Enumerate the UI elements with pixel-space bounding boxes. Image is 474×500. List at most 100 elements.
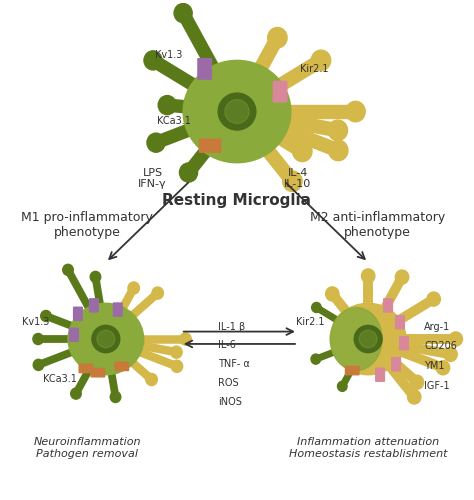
- Ellipse shape: [312, 302, 321, 312]
- FancyBboxPatch shape: [380, 368, 385, 382]
- Ellipse shape: [330, 304, 406, 374]
- Ellipse shape: [283, 171, 302, 192]
- Ellipse shape: [408, 390, 421, 404]
- Ellipse shape: [449, 332, 463, 346]
- Ellipse shape: [218, 93, 256, 130]
- FancyBboxPatch shape: [391, 357, 397, 372]
- Text: KCa3.1: KCa3.1: [157, 116, 191, 126]
- Ellipse shape: [90, 272, 100, 282]
- Ellipse shape: [311, 50, 331, 70]
- FancyBboxPatch shape: [121, 362, 129, 371]
- FancyBboxPatch shape: [197, 58, 205, 80]
- FancyBboxPatch shape: [383, 298, 389, 312]
- Ellipse shape: [41, 310, 51, 322]
- Ellipse shape: [97, 330, 115, 348]
- Text: IL-1 β: IL-1 β: [218, 322, 246, 332]
- FancyBboxPatch shape: [73, 306, 79, 321]
- Text: ROS: ROS: [218, 378, 239, 388]
- Ellipse shape: [354, 326, 382, 352]
- Ellipse shape: [147, 133, 165, 152]
- FancyBboxPatch shape: [273, 80, 281, 102]
- Ellipse shape: [328, 120, 347, 141]
- Ellipse shape: [144, 51, 162, 70]
- Ellipse shape: [33, 334, 44, 344]
- Ellipse shape: [362, 269, 375, 283]
- Ellipse shape: [180, 163, 198, 182]
- Text: Arg-1: Arg-1: [424, 322, 451, 332]
- FancyBboxPatch shape: [210, 138, 221, 153]
- Text: Inflammation attenuation
Homeostasis restablishment: Inflammation attenuation Homeostasis res…: [289, 437, 447, 458]
- FancyBboxPatch shape: [400, 315, 405, 330]
- FancyBboxPatch shape: [388, 298, 393, 312]
- FancyBboxPatch shape: [395, 357, 401, 372]
- Text: IL-6: IL-6: [218, 340, 236, 350]
- FancyBboxPatch shape: [395, 315, 401, 330]
- FancyBboxPatch shape: [77, 306, 83, 321]
- FancyBboxPatch shape: [98, 368, 105, 378]
- Ellipse shape: [158, 96, 176, 114]
- FancyBboxPatch shape: [114, 362, 122, 371]
- Ellipse shape: [346, 102, 365, 122]
- FancyBboxPatch shape: [93, 298, 99, 312]
- FancyBboxPatch shape: [280, 80, 288, 102]
- Text: IL-4
IL-10: IL-4 IL-10: [284, 168, 311, 189]
- Ellipse shape: [330, 308, 382, 370]
- Ellipse shape: [444, 348, 457, 362]
- FancyBboxPatch shape: [199, 138, 210, 153]
- FancyBboxPatch shape: [89, 298, 94, 312]
- Ellipse shape: [171, 360, 182, 372]
- FancyBboxPatch shape: [91, 368, 98, 378]
- FancyBboxPatch shape: [375, 368, 381, 382]
- Text: LPS
IFN-γ: LPS IFN-γ: [138, 168, 167, 189]
- FancyBboxPatch shape: [117, 302, 123, 317]
- Ellipse shape: [311, 354, 320, 364]
- FancyBboxPatch shape: [79, 364, 86, 374]
- FancyBboxPatch shape: [113, 302, 118, 317]
- Ellipse shape: [68, 304, 144, 374]
- Text: Resting Microglia: Resting Microglia: [163, 193, 311, 208]
- Ellipse shape: [183, 60, 291, 162]
- Text: KCa3.1: KCa3.1: [43, 374, 76, 384]
- Text: TNF- α: TNF- α: [218, 359, 250, 369]
- Text: IGF-1: IGF-1: [424, 381, 450, 391]
- Ellipse shape: [174, 4, 192, 22]
- Ellipse shape: [326, 287, 339, 301]
- Ellipse shape: [33, 360, 44, 370]
- Ellipse shape: [180, 333, 191, 345]
- Ellipse shape: [225, 100, 249, 124]
- Text: M2 anti-inflammatory
phenotype: M2 anti-inflammatory phenotype: [310, 212, 445, 240]
- FancyBboxPatch shape: [204, 58, 212, 80]
- Ellipse shape: [152, 287, 164, 299]
- Ellipse shape: [292, 141, 312, 162]
- Text: Kir2.1: Kir2.1: [296, 316, 324, 326]
- Ellipse shape: [410, 375, 424, 390]
- FancyBboxPatch shape: [352, 366, 360, 376]
- Ellipse shape: [337, 382, 347, 392]
- FancyBboxPatch shape: [345, 366, 353, 376]
- Ellipse shape: [63, 264, 73, 276]
- Ellipse shape: [395, 270, 409, 284]
- Ellipse shape: [92, 326, 120, 352]
- FancyBboxPatch shape: [86, 364, 93, 374]
- Ellipse shape: [110, 392, 121, 402]
- Ellipse shape: [436, 360, 450, 375]
- FancyBboxPatch shape: [403, 336, 409, 350]
- Ellipse shape: [328, 140, 348, 160]
- Text: Kv1.3: Kv1.3: [155, 50, 183, 59]
- Ellipse shape: [427, 292, 440, 306]
- Text: M1 pro-inflammatory
phenotype: M1 pro-inflammatory phenotype: [21, 212, 153, 240]
- FancyBboxPatch shape: [399, 336, 405, 350]
- Text: CD206: CD206: [424, 342, 457, 351]
- Ellipse shape: [268, 28, 287, 48]
- FancyBboxPatch shape: [73, 328, 79, 342]
- Ellipse shape: [171, 346, 182, 358]
- Ellipse shape: [71, 388, 81, 399]
- Ellipse shape: [359, 330, 377, 348]
- Text: Kv1.3: Kv1.3: [21, 316, 49, 326]
- Text: Neuroinflammation
Pathogen removal: Neuroinflammation Pathogen removal: [33, 437, 141, 458]
- FancyBboxPatch shape: [69, 328, 74, 342]
- Text: iNOS: iNOS: [218, 397, 242, 407]
- Ellipse shape: [128, 282, 139, 294]
- Text: YM1: YM1: [424, 361, 445, 371]
- Text: Kir2.1: Kir2.1: [300, 64, 328, 74]
